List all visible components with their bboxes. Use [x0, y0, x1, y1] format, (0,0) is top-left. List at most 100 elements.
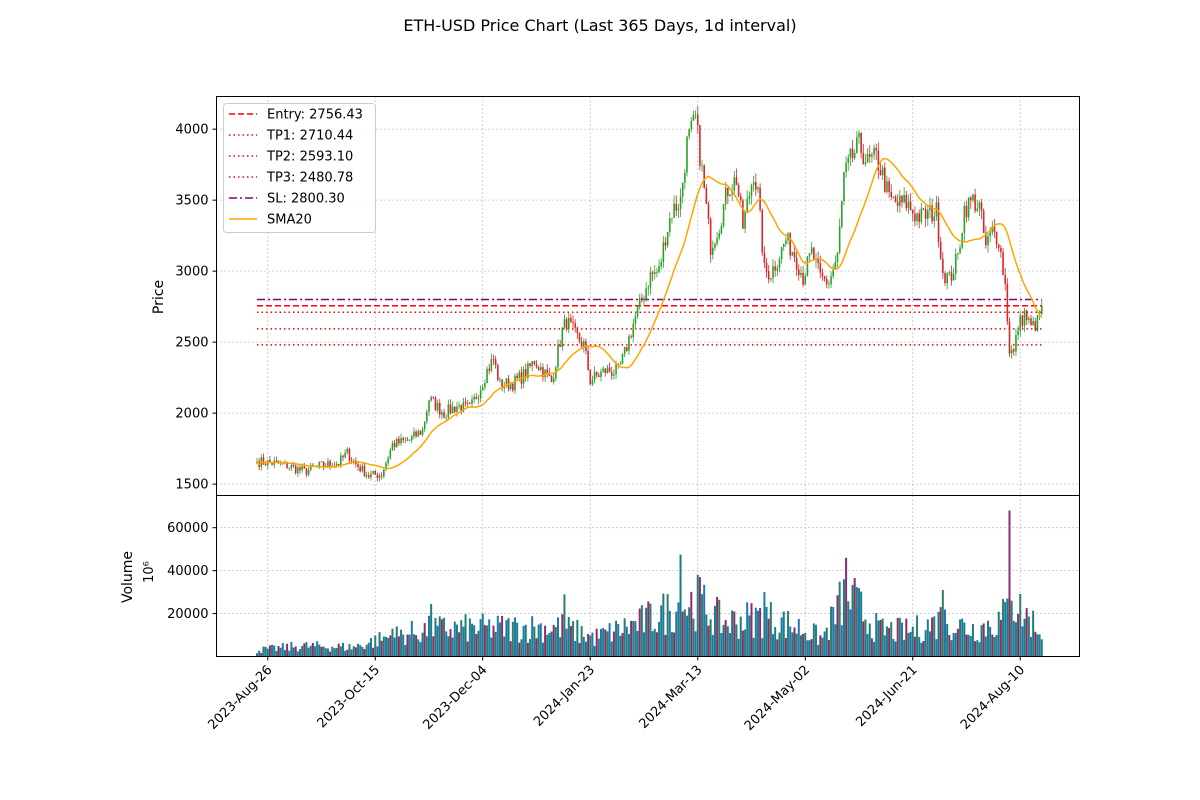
candle-body	[441, 412, 443, 415]
volume-bar	[520, 639, 523, 657]
volume-bar	[879, 620, 882, 657]
volume-bar	[288, 650, 291, 657]
volume-bar	[361, 646, 364, 657]
candle-body	[522, 369, 525, 384]
volume-bar	[389, 635, 392, 657]
candle-body	[918, 213, 920, 223]
volume-bar	[397, 636, 400, 657]
volume-bar	[591, 632, 594, 657]
volume-bar	[776, 639, 779, 657]
candle-body	[746, 198, 748, 213]
volume-scale-label: 10⁶	[142, 561, 157, 583]
volume-bar	[385, 636, 387, 657]
volume-bar	[550, 631, 553, 657]
candle-body	[372, 470, 374, 474]
candle-body	[449, 404, 452, 414]
candle-body	[415, 431, 417, 437]
candle-body	[583, 341, 585, 347]
volume-bar	[739, 616, 742, 657]
candle-body	[793, 252, 796, 258]
candle-body	[634, 316, 637, 324]
candle-body	[860, 132, 862, 153]
volume-bar	[357, 643, 360, 657]
volume-bar	[920, 642, 923, 657]
volume-bar	[858, 588, 860, 657]
candle-body	[800, 272, 802, 276]
volume-bar	[256, 653, 258, 657]
candle-body	[1034, 320, 1037, 331]
volume-bar	[1025, 608, 1028, 657]
candle-body	[987, 236, 989, 246]
volume-bar	[649, 603, 652, 657]
candle-body	[804, 275, 807, 285]
candle-body	[927, 210, 929, 219]
volume-bar	[937, 611, 940, 657]
volume-bar	[799, 635, 802, 657]
candle-body	[385, 463, 387, 470]
x-tick-label: 2024-Aug-10	[958, 663, 1028, 733]
candle-body	[350, 460, 353, 462]
candle-body	[426, 411, 428, 422]
volume-bar	[286, 643, 289, 657]
volume-ytick-label: 60000	[167, 521, 208, 536]
volume-bar	[632, 620, 635, 657]
candle-body	[967, 197, 970, 218]
volume-bar	[791, 632, 794, 657]
volume-bar	[537, 624, 540, 657]
candle-body	[733, 177, 736, 191]
volume-bar	[531, 616, 534, 657]
volume-bar	[662, 593, 665, 657]
candle-body	[862, 152, 865, 165]
volume-bar	[541, 642, 544, 657]
candle-body	[761, 209, 764, 253]
volume-bar	[554, 626, 557, 657]
volume-bar	[320, 646, 323, 657]
candle-body	[931, 205, 933, 222]
candle-body	[825, 279, 828, 285]
volume-bar	[329, 651, 332, 657]
candle-body	[621, 354, 624, 364]
candle-body	[288, 467, 291, 469]
volume-bar	[705, 614, 708, 657]
volume-bar	[952, 633, 955, 657]
candle-body	[471, 399, 473, 404]
volume-bar	[724, 619, 727, 657]
candle-body	[432, 397, 435, 399]
candle-body	[828, 284, 830, 286]
volume-bar	[572, 621, 575, 657]
volume-bar	[539, 623, 542, 657]
candle-body	[692, 114, 695, 121]
candle-body	[901, 195, 903, 203]
candle-body	[340, 455, 342, 466]
candle-body	[494, 359, 497, 365]
volume-bar	[991, 634, 994, 657]
volume-bar	[1004, 601, 1007, 657]
candle-body	[813, 247, 815, 261]
volume-bar	[350, 649, 353, 657]
candle-body	[608, 367, 611, 373]
volume-bar	[664, 635, 667, 657]
candle-body	[411, 436, 413, 441]
candle-body	[365, 475, 368, 477]
volume-bar	[675, 611, 678, 657]
volume-bar	[982, 623, 985, 657]
volume-bar	[763, 592, 766, 657]
volume-bar	[694, 631, 697, 657]
candle-body	[514, 375, 516, 391]
candle-body	[727, 187, 729, 196]
candle-body	[454, 406, 456, 412]
volume-bar	[378, 632, 381, 657]
candle-body	[748, 196, 751, 199]
candle-body	[348, 448, 351, 461]
volume-bar	[847, 601, 850, 657]
candle-body	[993, 226, 996, 232]
candle-body	[512, 383, 514, 391]
candle-body	[755, 182, 757, 190]
candle-body	[464, 401, 467, 403]
volume-bar	[290, 641, 293, 657]
volume-bar	[322, 646, 325, 657]
volume-bar	[342, 642, 344, 657]
volume-bar	[460, 620, 463, 657]
volume-bar	[578, 642, 581, 657]
volume-bar	[795, 633, 798, 657]
